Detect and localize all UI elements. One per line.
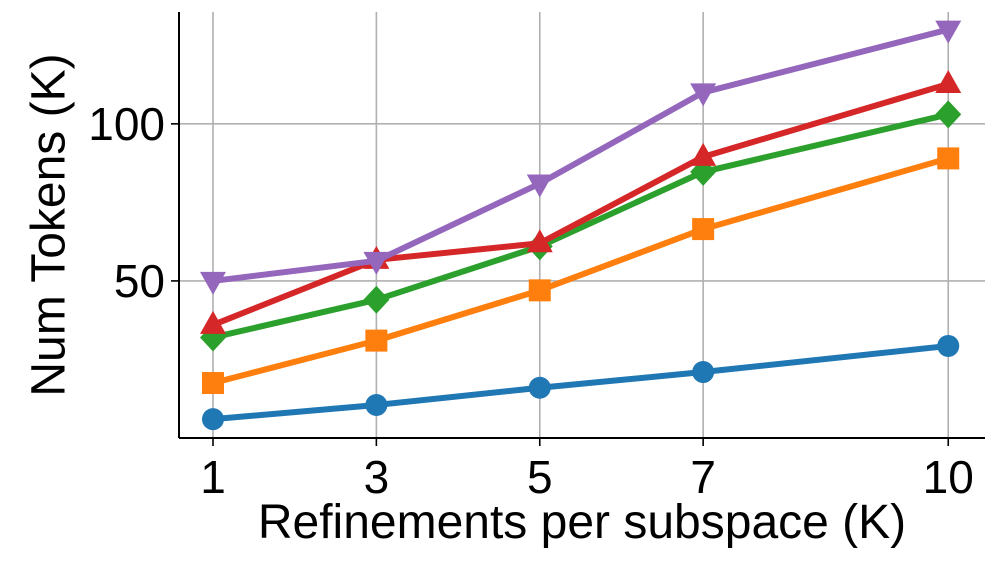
marker (363, 285, 390, 314)
line (211, 81, 950, 328)
marker (365, 329, 388, 352)
y-axis-label: Num Tokens (K) (23, 53, 76, 396)
y-tick-label: 50 (114, 255, 165, 307)
y-tick-label: 100 (88, 98, 165, 150)
marker (201, 372, 224, 395)
marker (937, 334, 960, 357)
marker (935, 20, 962, 44)
marker (526, 174, 553, 198)
marker (199, 271, 226, 295)
marker (692, 361, 715, 384)
marker (526, 229, 553, 253)
line (212, 111, 949, 341)
marker (363, 251, 390, 275)
marker (365, 394, 388, 417)
line (212, 26, 949, 284)
x-tick-label: 3 (364, 451, 390, 503)
marker (528, 376, 551, 399)
x-tick-label: 10 (923, 451, 974, 503)
x-axis-label: Refinements per subspace (K) (258, 496, 906, 549)
marker (690, 83, 717, 107)
marker (935, 69, 962, 93)
x-tick-label: 7 (690, 451, 716, 503)
marker (935, 100, 962, 129)
x-tick-label: 5 (527, 451, 553, 503)
marker (201, 408, 224, 431)
x-tick-label: 1 (200, 451, 226, 503)
line (212, 155, 950, 386)
marker (690, 142, 717, 166)
marker (199, 310, 226, 334)
marker (528, 279, 551, 302)
marker (937, 147, 960, 170)
marker (692, 218, 715, 241)
